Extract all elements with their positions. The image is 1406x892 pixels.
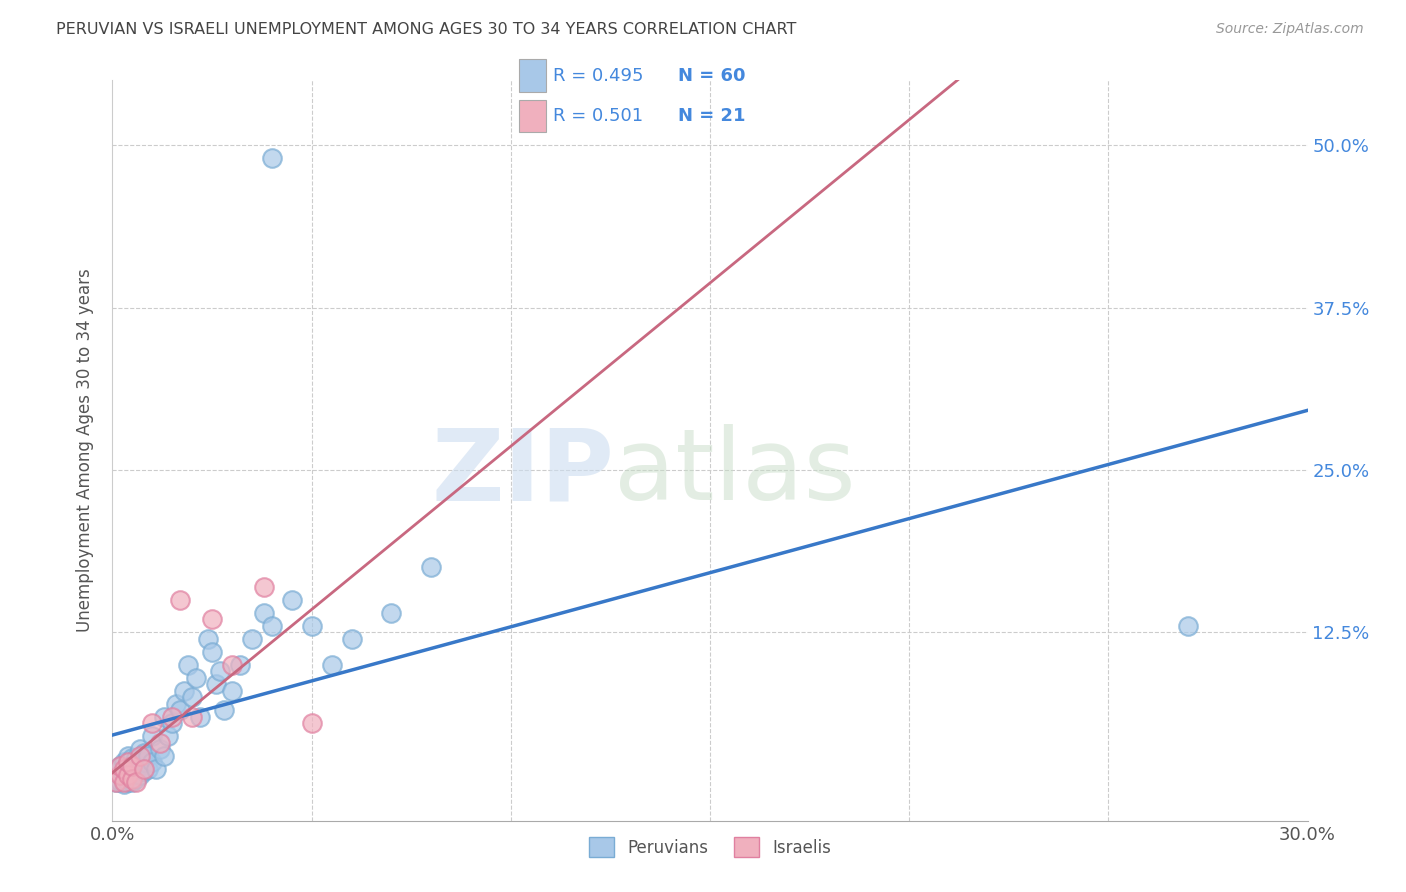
Point	[110, 768, 132, 782]
Legend: Peruvians, Israelis: Peruvians, Israelis	[582, 830, 838, 864]
Point	[169, 592, 191, 607]
Point	[121, 751, 143, 765]
Point	[153, 748, 176, 763]
Point	[117, 755, 139, 769]
Point	[129, 768, 152, 782]
Point	[212, 703, 235, 717]
Point	[134, 755, 156, 769]
Point	[121, 768, 143, 782]
Point	[169, 703, 191, 717]
Point	[197, 632, 219, 646]
Point	[281, 592, 304, 607]
Point	[201, 612, 224, 626]
Point	[121, 774, 143, 789]
Point	[188, 710, 211, 724]
Point	[141, 716, 163, 731]
Point	[205, 677, 228, 691]
Point	[117, 755, 139, 769]
Point	[1177, 619, 1199, 633]
Point	[149, 736, 172, 750]
Point	[162, 710, 183, 724]
Point	[260, 619, 283, 633]
Point	[165, 697, 187, 711]
Point	[105, 774, 128, 789]
Text: N = 60: N = 60	[678, 67, 745, 85]
Point	[321, 657, 343, 672]
Point	[117, 748, 139, 763]
Bar	[519, 100, 546, 132]
Point	[420, 560, 443, 574]
Point	[138, 748, 160, 763]
Point	[110, 759, 132, 773]
Point	[105, 774, 128, 789]
Point	[253, 580, 276, 594]
Point	[117, 774, 139, 789]
Point	[125, 762, 148, 776]
Text: N = 21: N = 21	[678, 107, 745, 125]
Point	[145, 762, 167, 776]
Point	[121, 772, 143, 786]
Point	[162, 716, 183, 731]
Point	[114, 768, 135, 782]
Point	[209, 665, 232, 679]
Point	[340, 632, 363, 646]
Point	[134, 746, 156, 760]
Point	[125, 751, 148, 765]
Text: R = 0.501: R = 0.501	[553, 107, 643, 125]
Point	[141, 755, 163, 769]
Point	[134, 764, 156, 779]
Point	[114, 755, 135, 769]
Point	[110, 768, 132, 782]
Point	[134, 762, 156, 776]
Point	[240, 632, 263, 646]
Point	[114, 777, 135, 791]
Point	[117, 764, 139, 779]
Point	[125, 774, 148, 789]
Point	[129, 759, 152, 773]
Point	[149, 742, 172, 756]
Point	[201, 645, 224, 659]
Point	[121, 762, 143, 776]
Point	[253, 606, 276, 620]
Point	[110, 774, 132, 789]
Text: R = 0.495: R = 0.495	[553, 67, 644, 85]
Point	[138, 762, 160, 776]
Point	[105, 764, 128, 779]
Point	[260, 151, 283, 165]
Point	[125, 772, 148, 786]
Point	[177, 657, 200, 672]
Point	[181, 710, 204, 724]
Point	[301, 716, 323, 731]
Text: ZIP: ZIP	[432, 425, 614, 521]
Point	[114, 774, 135, 789]
Point	[121, 759, 143, 773]
Point	[129, 748, 152, 763]
Point	[114, 762, 135, 776]
Point	[110, 759, 132, 773]
Bar	[519, 60, 546, 92]
Point	[380, 606, 402, 620]
Point	[221, 683, 243, 698]
Text: Source: ZipAtlas.com: Source: ZipAtlas.com	[1216, 22, 1364, 37]
Point	[153, 710, 176, 724]
Point	[229, 657, 252, 672]
Point	[186, 671, 208, 685]
Point	[129, 742, 152, 756]
Text: atlas: atlas	[614, 425, 856, 521]
Point	[173, 683, 195, 698]
Point	[141, 729, 163, 743]
Point	[157, 729, 180, 743]
Point	[301, 619, 323, 633]
Y-axis label: Unemployment Among Ages 30 to 34 years: Unemployment Among Ages 30 to 34 years	[76, 268, 94, 632]
Point	[181, 690, 204, 705]
Point	[221, 657, 243, 672]
Point	[117, 768, 139, 782]
Text: PERUVIAN VS ISRAELI UNEMPLOYMENT AMONG AGES 30 TO 34 YEARS CORRELATION CHART: PERUVIAN VS ISRAELI UNEMPLOYMENT AMONG A…	[56, 22, 797, 37]
